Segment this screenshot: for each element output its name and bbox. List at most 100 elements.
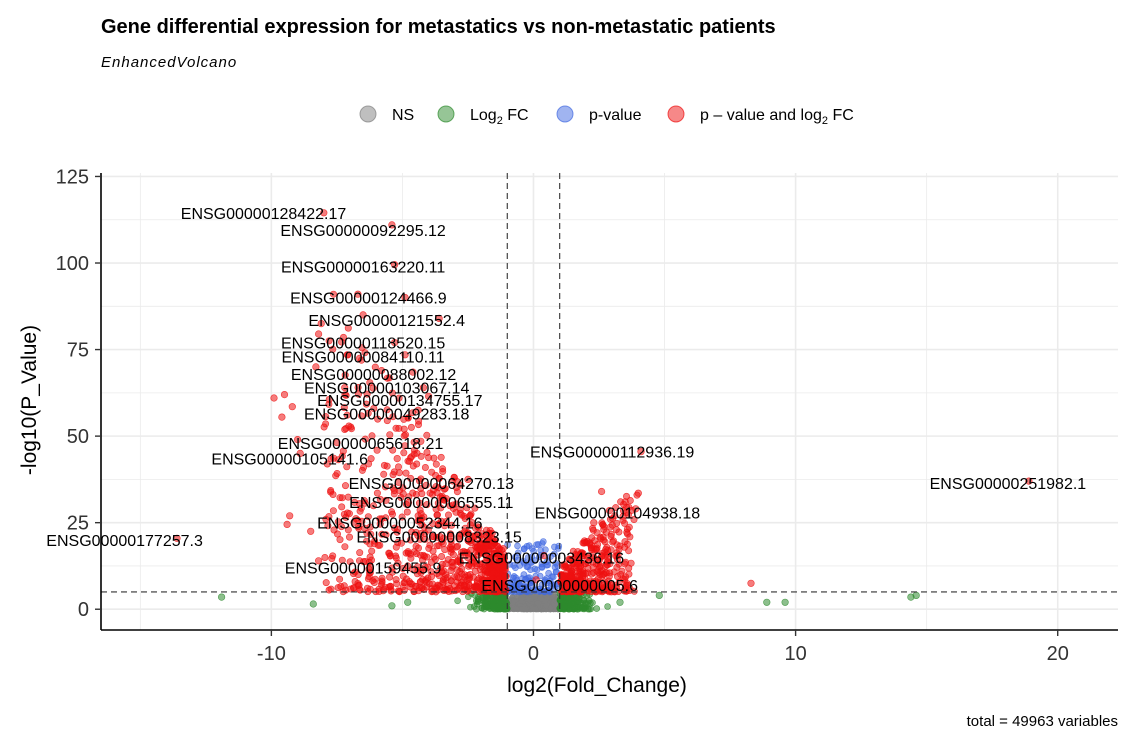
pfc-point xyxy=(354,516,362,524)
data-points xyxy=(173,209,1033,613)
pfc-point xyxy=(381,483,389,491)
pfc-point xyxy=(435,474,443,482)
pfc-point xyxy=(434,499,442,507)
p-point xyxy=(545,587,553,594)
pfc-point xyxy=(341,482,349,490)
pfc-point xyxy=(485,554,493,562)
pfc-point xyxy=(408,528,416,536)
pfc-point xyxy=(332,472,340,480)
pfc-point xyxy=(423,431,431,439)
pfc-point xyxy=(307,527,315,535)
x-axis-title: log2(Fold_Change) xyxy=(507,674,687,697)
gene-label: ENSG00000049283.18 xyxy=(304,407,470,424)
pfc-point xyxy=(345,510,353,518)
pfc-point xyxy=(466,511,474,519)
pfc-point xyxy=(471,567,479,575)
pfc-point xyxy=(400,415,408,423)
pfc-point xyxy=(378,515,386,523)
pfc-point xyxy=(612,526,620,534)
pfc-point xyxy=(488,574,496,582)
pfc-point xyxy=(455,532,463,540)
pfc-point xyxy=(336,575,344,583)
pfc-point xyxy=(370,540,378,548)
ns-point xyxy=(543,602,550,609)
pfc-point xyxy=(327,488,335,496)
pfc-point xyxy=(464,554,472,562)
pfc-point xyxy=(594,540,602,548)
fc-point xyxy=(464,593,472,601)
gene-label: ENSG00000163220.11 xyxy=(281,260,445,277)
pfc-point xyxy=(341,384,349,392)
pfc-point xyxy=(389,446,397,454)
pfc-point xyxy=(440,485,448,493)
pfc-point xyxy=(367,455,375,463)
pfc-point xyxy=(484,534,492,542)
pfc-point xyxy=(439,467,447,475)
pfc-point xyxy=(362,400,370,408)
pfc-point xyxy=(586,540,594,548)
fc-point xyxy=(560,604,568,611)
pfc-point xyxy=(409,489,417,497)
pfc-point xyxy=(402,500,410,508)
pfc-point xyxy=(351,498,359,506)
pfc-point xyxy=(432,483,440,491)
pfc-point xyxy=(388,568,396,576)
p-point xyxy=(516,562,524,569)
pfc-point xyxy=(394,559,402,567)
gene-label: ENSG00000006555.11 xyxy=(349,495,513,512)
pfc-point xyxy=(363,390,371,398)
pfc-point xyxy=(414,563,422,571)
pfc-point xyxy=(338,338,346,346)
pfc-point xyxy=(342,391,350,399)
pfc-point xyxy=(357,412,365,420)
pfc-point xyxy=(369,384,377,392)
fc-point xyxy=(404,598,412,606)
pfc-point xyxy=(409,462,417,470)
pfc-point xyxy=(329,345,337,353)
pfc-point xyxy=(427,573,435,581)
pfc-point xyxy=(430,533,438,541)
pfc-point xyxy=(478,549,486,557)
pfc-point xyxy=(468,558,476,566)
pfc-point xyxy=(407,554,415,562)
pfc-point xyxy=(358,344,366,352)
p-point xyxy=(514,549,522,557)
pfc-point xyxy=(423,448,431,456)
pfc-point xyxy=(354,383,362,391)
pfc-point xyxy=(361,435,369,443)
fc-point xyxy=(501,604,508,612)
pfc-point xyxy=(447,577,455,585)
ns-point xyxy=(549,593,556,600)
gene-label: ENSG00000000005.6 xyxy=(481,578,638,595)
pfc-point xyxy=(322,579,330,587)
pfc-point xyxy=(385,374,393,382)
pfc-point xyxy=(415,499,423,507)
pfc-point xyxy=(499,545,507,553)
pfc-point xyxy=(321,553,329,561)
pfc-point xyxy=(448,563,456,571)
ns-point xyxy=(513,605,520,612)
pfc-point xyxy=(600,525,608,533)
gene-label: ENSG00000064270.13 xyxy=(349,476,515,493)
pfc-point xyxy=(432,460,440,468)
pfc-point xyxy=(378,366,386,374)
pfc-point xyxy=(354,571,362,579)
pfc-point xyxy=(402,431,410,439)
pfc-point xyxy=(499,576,507,584)
pfc-point xyxy=(747,579,755,587)
fc-point xyxy=(593,605,601,612)
pfc-point xyxy=(468,518,476,526)
pfc-point xyxy=(382,531,390,539)
pfc-point xyxy=(612,504,620,512)
p-point xyxy=(539,538,547,545)
pfc-point xyxy=(338,556,346,564)
pfc-point xyxy=(361,557,369,565)
pfc-point xyxy=(373,489,381,497)
legend-key-fc xyxy=(437,105,455,123)
pfc-point xyxy=(485,563,493,571)
pfc-point xyxy=(380,461,388,469)
pfc-point xyxy=(360,463,368,471)
pfc-point xyxy=(488,542,496,550)
y-axis-title: -log10(P_Value) xyxy=(18,325,41,475)
gene-label: ENSG00000251982.1 xyxy=(930,476,1087,493)
